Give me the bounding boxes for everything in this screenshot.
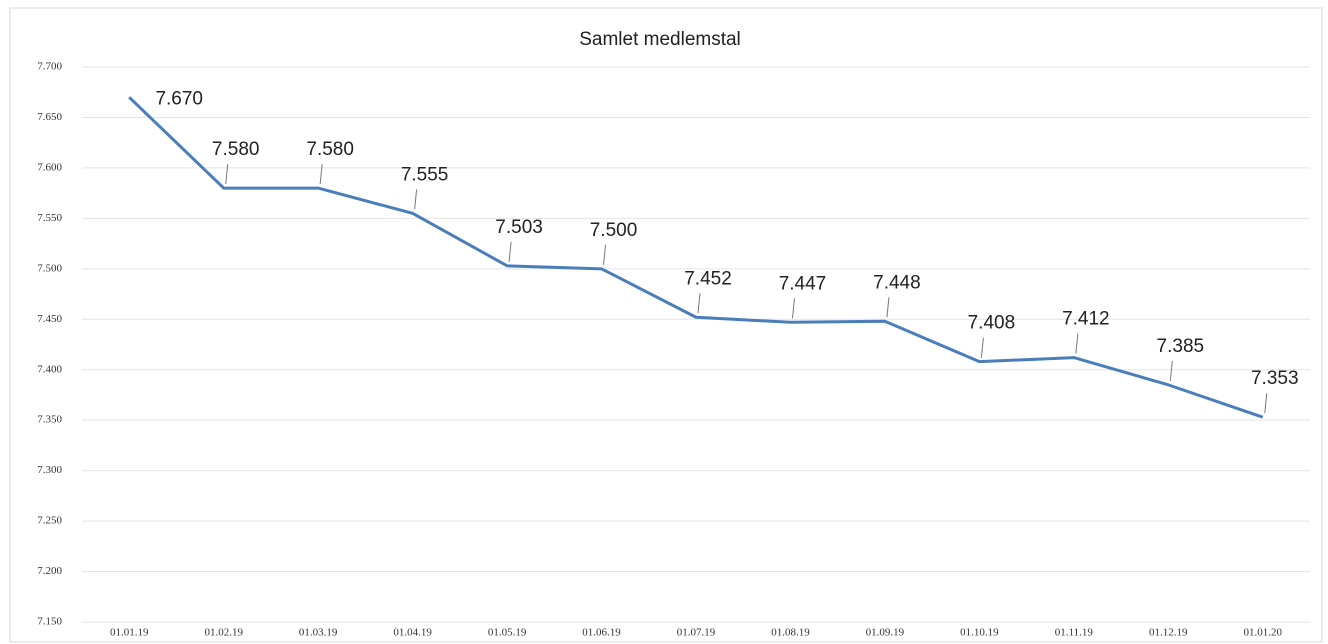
y-tick-label: 7.200 xyxy=(37,565,62,577)
x-tick-label: 01.02.19 xyxy=(204,627,243,639)
leader-line xyxy=(1169,360,1173,381)
x-tick-label: 01.10.19 xyxy=(960,627,999,639)
data-label: 7.408 xyxy=(968,313,1016,334)
data-label: 7.353 xyxy=(1251,368,1299,389)
x-tick-label: 01.01.19 xyxy=(110,627,149,639)
data-label: 7.385 xyxy=(1157,336,1205,357)
y-tick-label: 7.600 xyxy=(37,161,62,173)
x-tick-label: 01.09.19 xyxy=(866,627,905,639)
leader-line xyxy=(603,244,607,265)
x-tick-label: 01.12.19 xyxy=(1149,627,1188,639)
x-tick-label: 01.05.19 xyxy=(488,627,527,639)
x-tick-label: 01.08.19 xyxy=(771,627,810,639)
data-label: 7.503 xyxy=(495,217,543,238)
chart-title: Samlet medlemstal xyxy=(579,29,741,50)
data-line xyxy=(128,96,1264,419)
leader-line xyxy=(225,164,229,185)
y-tick-label: 7.550 xyxy=(37,212,62,224)
data-label: 7.452 xyxy=(684,268,732,289)
data-label: 7.580 xyxy=(212,139,260,160)
y-tick-label: 7.150 xyxy=(37,616,62,628)
data-label: 7.447 xyxy=(779,273,827,294)
data-label: 7.500 xyxy=(590,220,638,241)
x-tick-label: 01.04.19 xyxy=(393,627,432,639)
leader-line xyxy=(791,298,795,319)
leader-line xyxy=(414,189,418,210)
data-label: 7.412 xyxy=(1062,309,1110,330)
data-label: 7.448 xyxy=(873,272,921,293)
x-tick-label: 01.06.19 xyxy=(582,627,621,639)
leader-line xyxy=(1075,333,1079,354)
y-tick-label: 7.650 xyxy=(37,111,62,123)
y-tick-label: 7.250 xyxy=(37,515,62,527)
data-label: 7.555 xyxy=(401,164,449,185)
x-tick-label: 01.07.19 xyxy=(677,627,716,639)
y-tick-label: 7.500 xyxy=(37,262,62,274)
leader-line xyxy=(319,164,323,185)
x-tick-label: 01.11.19 xyxy=(1055,627,1094,639)
leader-line xyxy=(697,293,701,314)
y-tick-label: 7.350 xyxy=(37,414,62,426)
x-tick-label: 01.03.19 xyxy=(299,627,338,639)
leader-line xyxy=(508,241,512,262)
chart-border xyxy=(9,7,1323,643)
leader-line xyxy=(886,297,890,318)
y-tick-label: 7.300 xyxy=(37,464,62,476)
data-label: 7.670 xyxy=(155,88,203,109)
y-tick-label: 7.450 xyxy=(37,313,62,325)
y-tick-label: 7.400 xyxy=(37,363,62,375)
x-tick-label: 01.01.20 xyxy=(1244,627,1283,639)
data-label: 7.580 xyxy=(306,139,354,160)
y-tick-label: 7.700 xyxy=(37,61,62,73)
leader-line xyxy=(980,337,984,358)
leader-line xyxy=(1264,393,1268,414)
